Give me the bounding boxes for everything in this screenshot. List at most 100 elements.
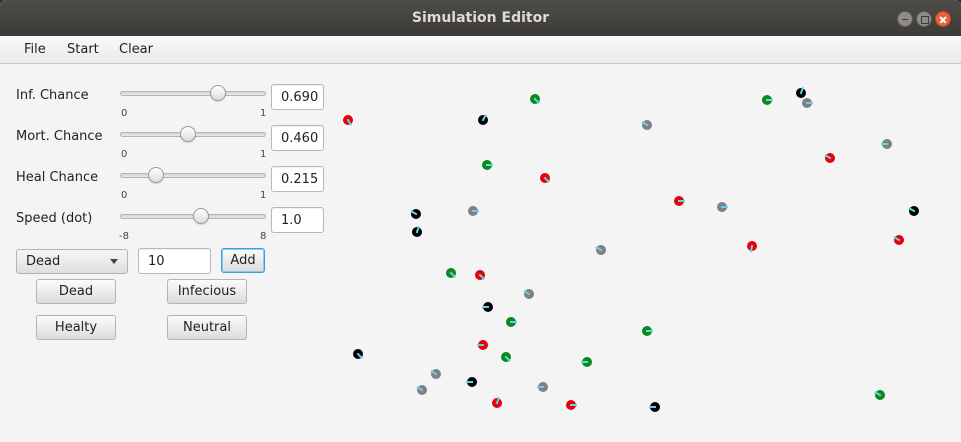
heading-indicator [466, 381, 473, 383]
dot-neutral [416, 385, 427, 395]
menu-start[interactable]: Start [67, 42, 99, 57]
heading-indicator [533, 97, 540, 104]
dot-infected [540, 173, 550, 183]
dot-healthy [501, 352, 511, 362]
dot-healthy [581, 357, 592, 367]
dot-infected [893, 235, 904, 245]
heading-indicator [581, 361, 588, 363]
dot-dead [796, 87, 806, 98]
add-button[interactable]: Add [221, 248, 265, 273]
dot-type-select[interactable]: Dead [16, 249, 128, 274]
speed-slider[interactable] [120, 205, 266, 229]
dot-infected [566, 400, 577, 410]
dot-dead [478, 114, 488, 125]
dot-infected [747, 241, 757, 253]
heading-indicator [595, 246, 603, 252]
heading-indicator [472, 210, 479, 212]
inf-chance-slider[interactable] [120, 82, 266, 106]
heading-indicator [908, 207, 916, 213]
heading-indicator [504, 355, 511, 362]
slider-max-tick: 8 [260, 231, 267, 242]
dot-healthy [530, 94, 540, 104]
heading-indicator [537, 386, 544, 388]
dot-neutral [468, 206, 479, 216]
slider-thumb[interactable] [209, 85, 226, 101]
inf-chance-label: Inf. Chance [16, 88, 89, 103]
slider-min-tick: 0 [121, 149, 128, 160]
dot-neutral [881, 139, 892, 149]
close-icon[interactable] [935, 11, 951, 27]
heading-indicator [641, 121, 649, 127]
dot-healthy [446, 268, 456, 278]
dot-infected [674, 196, 685, 206]
dot-healthy [642, 326, 653, 336]
slider-thumb[interactable] [179, 126, 196, 142]
healty-button[interactable]: Healty [36, 315, 116, 340]
minimize-icon[interactable] [897, 11, 913, 27]
dot-infected [475, 270, 485, 280]
dot-neutral [802, 98, 813, 108]
dot-dead [482, 302, 493, 312]
dot-infected [343, 115, 353, 126]
heading-indicator [874, 391, 882, 397]
mort-chance-label: Mort. Chance [16, 129, 103, 144]
window-title: Simulation Editor [411, 10, 550, 26]
chevron-down-icon [110, 259, 118, 264]
count-input[interactable]: 10 [138, 248, 211, 274]
heading-indicator [410, 210, 418, 216]
infecious-button[interactable]: Infecious [167, 279, 247, 304]
heading-indicator [646, 330, 653, 332]
dot-healthy [874, 390, 885, 400]
inf-chance-value[interactable]: 0.690 [271, 84, 324, 110]
simulation-canvas[interactable] [335, 65, 961, 442]
heading-indicator [570, 404, 577, 406]
dot-dead [908, 206, 919, 216]
dot-type-selected: Dead [26, 254, 61, 269]
heading-indicator [893, 236, 901, 242]
dead-button[interactable]: Dead [36, 279, 116, 304]
dot-infected [477, 340, 488, 350]
dot-neutral [523, 289, 534, 299]
heading-indicator [806, 102, 813, 104]
heading-indicator [478, 273, 485, 280]
dot-dead [649, 402, 660, 412]
dot-neutral [595, 245, 606, 255]
heading-indicator [477, 344, 484, 346]
mort-chance-slider[interactable] [120, 123, 266, 147]
slider-max-tick: 1 [260, 190, 267, 201]
heading-indicator [486, 164, 493, 166]
heading-indicator [482, 306, 489, 308]
dot-infected [824, 153, 835, 163]
maximize-icon[interactable] [916, 11, 932, 27]
dot-healthy [762, 95, 773, 105]
heading-indicator [649, 406, 656, 408]
speed-label: Speed (dot) [16, 211, 93, 226]
heal-chance-value[interactable]: 0.215 [271, 166, 324, 192]
heading-indicator [678, 200, 685, 202]
heading-indicator [356, 352, 363, 359]
dot-dead [412, 226, 422, 237]
mort-chance-value[interactable]: 0.460 [271, 125, 324, 151]
slider-thumb[interactable] [147, 167, 164, 183]
heading-indicator [721, 206, 728, 208]
slider-thumb[interactable] [193, 208, 210, 224]
title-bar[interactable]: Simulation Editor [0, 0, 961, 36]
menu-file[interactable]: File [24, 42, 46, 57]
menu-clear[interactable]: Clear [119, 42, 153, 57]
dot-dead [466, 377, 477, 387]
dot-neutral [641, 120, 652, 130]
neutral-button[interactable]: Neutral [167, 315, 247, 340]
heading-indicator [430, 370, 438, 376]
speed-value[interactable]: 1.0 [271, 207, 324, 233]
dot-dead [353, 349, 363, 359]
heading-indicator [824, 154, 832, 160]
slider-track [120, 91, 266, 96]
slider-track [120, 173, 266, 178]
heading-indicator [766, 99, 773, 101]
heading-indicator [495, 397, 500, 405]
heading-indicator [523, 290, 531, 296]
heal-chance-slider[interactable] [120, 164, 266, 188]
dot-healthy [482, 160, 493, 170]
heading-indicator [881, 143, 888, 145]
